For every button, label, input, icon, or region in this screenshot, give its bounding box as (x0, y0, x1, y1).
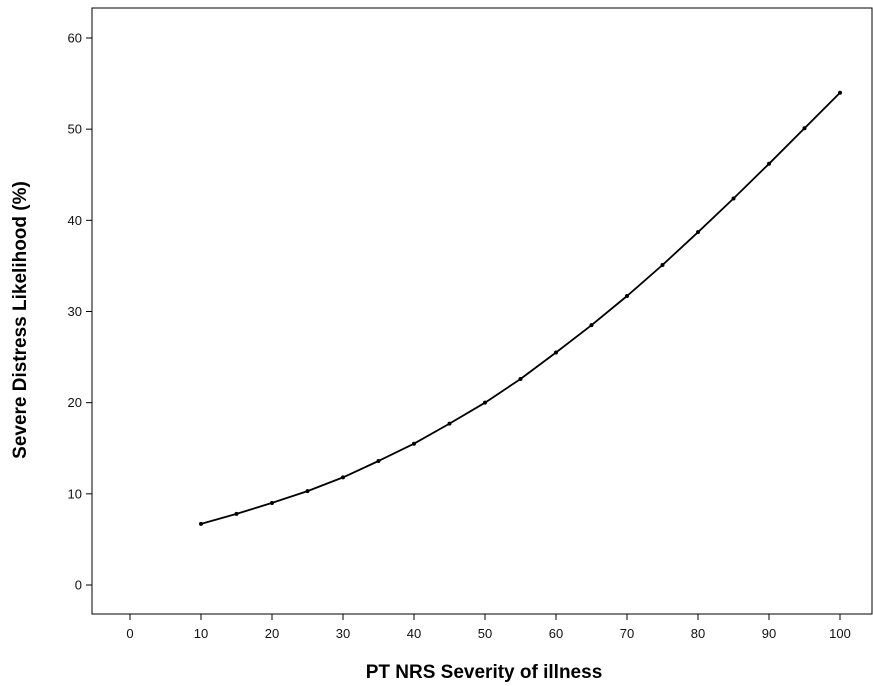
series-line (200, 92, 841, 525)
x-tick-label: 90 (762, 626, 776, 641)
y-axis-title: Severe Distress Likelihood (%) (10, 181, 31, 459)
y-tick-label: 40 (68, 213, 82, 228)
x-tick-label: 0 (126, 626, 133, 641)
data-point (589, 323, 594, 328)
x-tick-label: 40 (407, 626, 421, 641)
data-point (376, 459, 381, 464)
x-tick-label: 70 (620, 626, 634, 641)
data-point (625, 294, 629, 299)
data-point (447, 421, 452, 426)
data-point (305, 489, 310, 494)
x-tick-label: 100 (829, 626, 851, 641)
data-point (341, 475, 345, 480)
data-point (412, 441, 416, 446)
data-point (483, 400, 487, 405)
data-point (518, 376, 523, 381)
data-point (696, 230, 700, 235)
data-point (270, 500, 274, 505)
x-tick-label: 50 (478, 626, 492, 641)
x-tick-label: 60 (549, 626, 563, 641)
y-tick-label: 30 (68, 304, 82, 319)
y-axis: 0 10 20 30 40 50 60 (68, 31, 92, 593)
x-axis: 0 10 20 30 40 50 60 70 80 90 100 (126, 614, 851, 641)
plot-frame (91, 7, 873, 615)
x-tick-label: 30 (336, 626, 350, 641)
series-layer (199, 90, 842, 526)
y-tick-label: 0 (75, 578, 82, 593)
data-point (199, 521, 203, 526)
data-point (660, 263, 665, 268)
y-tick-label: 20 (68, 395, 82, 410)
x-tick-label: 20 (265, 626, 279, 641)
x-tick-label: 80 (691, 626, 705, 641)
y-tick-label: 60 (68, 31, 82, 46)
data-point (234, 511, 239, 516)
data-point (554, 350, 558, 355)
data-point (838, 90, 842, 95)
y-tick-label: 50 (68, 122, 82, 137)
x-axis-title: PT NRS Severity of illness (366, 662, 603, 683)
data-point (731, 196, 736, 201)
x-tick-label: 10 (194, 626, 208, 641)
data-point (767, 161, 771, 166)
y-tick-label: 10 (68, 486, 82, 501)
data-point (802, 126, 807, 131)
